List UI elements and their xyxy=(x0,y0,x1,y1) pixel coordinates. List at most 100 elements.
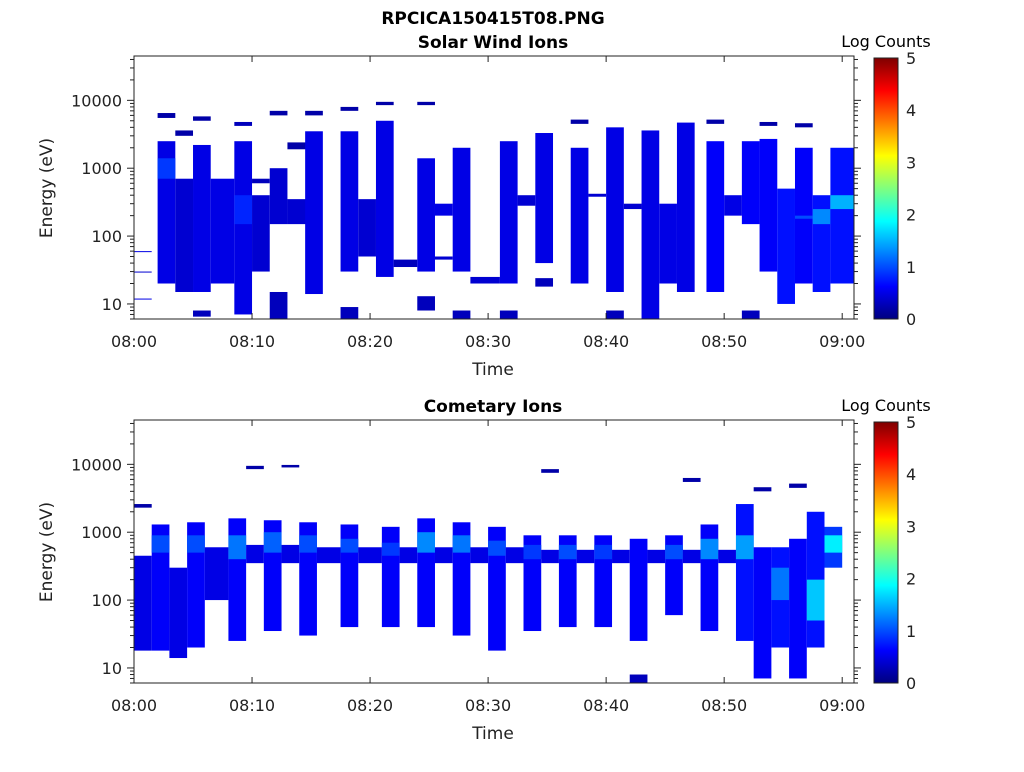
y-tick-label: 10 xyxy=(102,295,122,314)
heatmap-cell xyxy=(417,101,435,106)
heatmap-cell xyxy=(417,158,435,272)
heatmap-cell xyxy=(434,256,453,260)
axes: 08:00 08:10 08:20 08:30 08:40 08:50 09:00 10 100… xyxy=(71,420,865,715)
colorbar-gradient xyxy=(873,57,899,320)
heatmap-cell xyxy=(523,535,542,632)
plot-frame xyxy=(133,55,855,320)
heatmap-cell xyxy=(246,465,264,470)
x-tick-label: 08:20 xyxy=(347,696,393,715)
heatmap-cell xyxy=(806,579,825,621)
heatmap-cell xyxy=(682,549,701,564)
heatmap-cell xyxy=(151,524,170,651)
heatmap-cell xyxy=(824,535,843,553)
heatmap-cell xyxy=(269,291,288,319)
heatmap-cell xyxy=(175,130,194,136)
heatmap-cell xyxy=(417,532,435,553)
axes: 08:00 08:10 08:20 08:30 08:40 08:50 09:00 10 100… xyxy=(71,56,865,351)
heatmap-cell xyxy=(175,178,194,292)
heatmap-cells xyxy=(134,101,854,319)
heatmap-cell xyxy=(830,147,854,284)
heatmap-cell xyxy=(517,195,536,206)
heatmap-cell xyxy=(228,535,247,560)
heatmap-cell xyxy=(718,549,736,564)
colorbar-tick-label: 2 xyxy=(906,570,916,589)
heatmap-cell xyxy=(157,113,176,118)
heatmap-cell xyxy=(682,477,701,482)
heatmap-cell xyxy=(399,547,418,564)
colorbar: Log Counts 0 1 2 3 4 5 xyxy=(841,396,931,693)
heatmap-cell xyxy=(299,535,317,553)
heatmap-cell xyxy=(541,549,559,564)
heatmap-cell xyxy=(204,547,229,601)
heatmap-cell xyxy=(623,203,642,210)
colorbar-tick-label: 5 xyxy=(906,49,916,68)
heatmap-cell xyxy=(281,544,300,564)
heatmap-cell xyxy=(340,106,359,111)
heatmap-cell xyxy=(305,110,323,116)
colorbar-tick-label: 4 xyxy=(906,101,916,120)
heatmap-cell xyxy=(612,549,630,564)
x-tick-label: 08:10 xyxy=(229,696,275,715)
heatmap-cell xyxy=(794,123,813,128)
x-tick-label: 08:40 xyxy=(583,696,629,715)
heatmap-cell xyxy=(647,549,666,564)
heatmap-cell xyxy=(505,547,524,564)
heatmap-cell xyxy=(340,131,359,272)
heatmap-cell xyxy=(470,547,489,564)
heatmap-cell xyxy=(269,110,288,116)
y-tick-label: 1000 xyxy=(81,159,122,178)
heatmap-cell xyxy=(234,121,253,126)
colorbar-gradient xyxy=(873,421,899,684)
heatmap-cell xyxy=(234,141,253,315)
heatmap-cell xyxy=(629,674,648,683)
heatmap-cell xyxy=(735,535,754,560)
y-tick-label: 10 xyxy=(102,659,122,678)
heatmap-cell xyxy=(193,116,211,121)
heatmap-cell xyxy=(187,535,205,553)
heatmap-cell xyxy=(706,119,725,124)
colorbar: Log Counts 0 1 2 3 4 5 xyxy=(841,32,931,329)
solar-wind-panel: Solar Wind Ions Time Energy (eV) 08:00 08… xyxy=(37,33,865,380)
heatmap-cell xyxy=(641,130,660,319)
heatmap-cell xyxy=(659,203,677,284)
heatmap-cell xyxy=(134,298,152,300)
heatmap-cell xyxy=(210,178,235,284)
heatmap-cell xyxy=(281,464,300,468)
heatmap-cell xyxy=(470,276,500,284)
heatmap-cell xyxy=(523,544,542,560)
x-tick-label: 08:00 xyxy=(111,332,157,351)
heatmap-cell xyxy=(735,504,754,641)
heatmap-cell xyxy=(777,188,795,304)
heatmap-cell xyxy=(606,310,624,319)
heatmap-cell xyxy=(789,538,807,679)
heatmap-cell xyxy=(246,544,264,564)
heatmap-cell xyxy=(629,538,648,641)
heatmap-cell xyxy=(375,101,394,106)
y-tick-label: 1000 xyxy=(81,523,122,542)
x-tick-label: 08:50 xyxy=(701,332,747,351)
heatmap-cell xyxy=(134,555,152,651)
heatmap-cell xyxy=(488,540,506,556)
heatmap-cell xyxy=(193,144,211,292)
heatmap-cell xyxy=(700,538,719,560)
heatmap-cell xyxy=(830,195,854,210)
heatmap-cell xyxy=(741,141,760,225)
heatmap-cell xyxy=(381,526,400,628)
y-tick-label: 100 xyxy=(91,227,122,246)
heatmap-cell xyxy=(535,133,554,264)
heatmap-cell xyxy=(499,310,518,319)
heatmap-cell xyxy=(252,178,270,184)
colorbar-label: Log Counts xyxy=(841,396,931,415)
x-tick-label: 09:00 xyxy=(819,332,865,351)
x-tick-label: 08:00 xyxy=(111,696,157,715)
heatmap-cell xyxy=(151,535,170,553)
heatmap-cell xyxy=(665,544,683,560)
heatmap-cells xyxy=(134,464,843,683)
x-axis-label: Time xyxy=(471,724,514,744)
y-tick-label: 100 xyxy=(91,591,122,610)
heatmap-cell xyxy=(134,504,152,508)
heatmap-cell xyxy=(794,215,813,219)
colorbar-tick-label: 1 xyxy=(906,622,916,641)
heatmap-cell xyxy=(753,547,772,679)
heatmap-cell xyxy=(499,141,518,284)
